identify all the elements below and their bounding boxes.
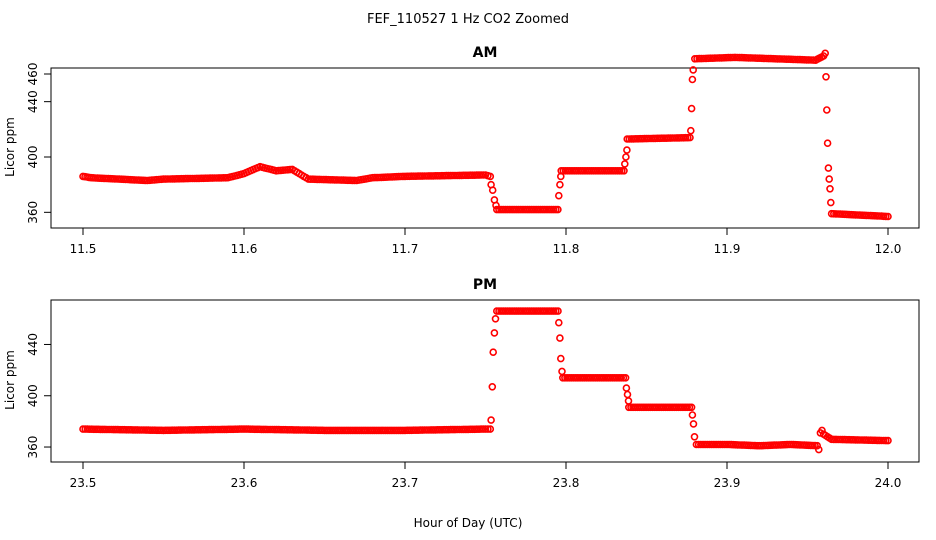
am-data-point (821, 49, 830, 58)
am-plot-frame (50, 67, 920, 229)
am-data-point (488, 186, 497, 194)
pm-data-points (79, 307, 892, 454)
pm-panel-title: PM (473, 277, 497, 293)
am-data-point (486, 172, 495, 181)
am-data-point (620, 167, 628, 175)
pm-data-point (481, 425, 490, 433)
am-data-point (686, 133, 694, 142)
pm-data-point (621, 373, 630, 382)
pm-data-point (690, 432, 699, 441)
am-panel-title: AM (473, 45, 498, 61)
am-x-tick-label: 11.5 (70, 242, 97, 256)
am-y-axis-label: Licor ppm (3, 117, 17, 177)
am-data-point (686, 126, 695, 135)
pm-data-point (818, 426, 826, 435)
pm-y-tick-label: 440 (26, 333, 40, 356)
am-x-tick-label: 11.8 (553, 242, 580, 256)
pm-data-point (622, 384, 631, 392)
am-panel: AM Licor ppm 11.5 11.6 11.7 11.8 11.9 12.0 36… (3, 45, 920, 256)
am-data-point (824, 164, 833, 172)
pm-plot-frame (50, 299, 920, 463)
pm-data-point (484, 425, 492, 433)
pm-y-axis: 360 400 440 (26, 333, 51, 458)
figure-title: FEF_110527 1 Hz CO2 Zoomed (367, 12, 569, 27)
pm-x-tick-label: 23.7 (392, 476, 419, 490)
pm-data-point (556, 334, 564, 342)
pm-data-point (556, 354, 565, 363)
am-x-tick-label: 11.7 (392, 242, 419, 256)
am-x-tick-label: 11.9 (714, 242, 741, 256)
pm-panel: PM Licor ppm 23.5 23.6 23.7 23.8 23.9 24.0 36… (3, 277, 920, 490)
pm-data-point (486, 425, 495, 433)
pm-data-point (623, 390, 632, 399)
pm-data-point (813, 441, 822, 450)
am-data-point (689, 66, 698, 74)
pm-data-point (554, 307, 562, 315)
am-y-axis: 360 400 440 460 (26, 63, 51, 224)
pm-y-tick-label: 400 (26, 384, 40, 407)
am-data-point (623, 146, 631, 154)
am-data-point (554, 191, 563, 200)
pm-x-tick-label: 23.8 (553, 476, 580, 490)
am-data-point (826, 185, 834, 193)
am-data-point (622, 153, 630, 161)
pm-data-point (489, 348, 498, 357)
pm-data-point (689, 420, 698, 428)
am-y-tick-label: 460 (26, 63, 40, 86)
pm-data-point (884, 436, 892, 445)
pm-x-tick-label: 23.5 (70, 476, 97, 490)
pm-data-point (558, 367, 566, 376)
am-data-point (554, 205, 562, 214)
am-data-point (688, 75, 697, 84)
am-x-axis: 11.5 11.6 11.7 11.8 11.9 12.0 (70, 228, 902, 256)
am-x-tick-label: 12.0 (875, 242, 902, 256)
pm-y-tick-label: 360 (26, 436, 40, 459)
x-axis-label: Hour of Day (UTC) (414, 516, 523, 530)
pm-x-tick-label: 23.6 (231, 476, 258, 490)
pm-data-point (487, 416, 495, 424)
pm-data-point (624, 397, 633, 405)
am-data-point (825, 175, 834, 183)
pm-x-axis: 23.5 23.6 23.7 23.8 23.9 24.0 (70, 462, 902, 490)
pm-data-point (814, 445, 823, 454)
am-data-points (79, 49, 892, 221)
pm-data-point (491, 314, 500, 323)
pm-data-point (490, 329, 499, 337)
pm-data-point (554, 318, 563, 327)
am-y-tick-label: 400 (26, 146, 40, 169)
am-x-tick-label: 11.6 (231, 242, 258, 256)
am-y-tick-label: 360 (26, 201, 40, 224)
am-data-point (822, 106, 831, 114)
pm-x-tick-label: 23.9 (714, 476, 741, 490)
pm-data-point (688, 411, 697, 419)
pm-data-point (687, 403, 696, 412)
pm-x-tick-label: 24.0 (875, 476, 902, 490)
am-data-point (826, 198, 835, 207)
am-data-point (884, 212, 892, 221)
am-data-point (687, 104, 696, 113)
am-data-point (620, 160, 629, 168)
pm-data-point (488, 382, 497, 391)
am-data-point (823, 139, 832, 147)
pm-y-axis-label: Licor ppm (3, 350, 17, 410)
am-data-point (822, 73, 830, 81)
am-data-point (556, 180, 564, 189)
am-y-tick-label: 440 (26, 90, 40, 113)
